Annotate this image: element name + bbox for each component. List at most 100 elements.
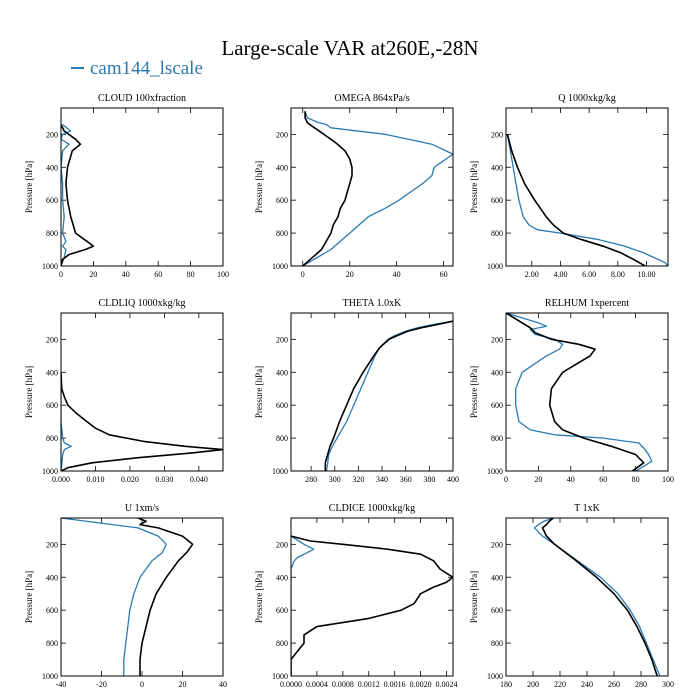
y-tick-label: 600 [46,401,58,410]
y-tick-label: 200 [491,130,503,139]
y-tick-label: 400 [491,368,503,377]
y-axis-label: Pressure [hPa] [24,571,34,623]
y-tick-label: 800 [276,229,288,238]
panel-2: Q 1000xkg/kg Pressure [hPa] 200 400 600 800 10… [469,93,669,279]
x-tick-label: 40 [567,475,575,484]
panel-title: CLDLIQ 1000xkg/kg [99,298,186,309]
x-tick-label: 0.010 [86,475,104,484]
y-axis-label: Pressure [hPa] [254,366,264,418]
x-tick-label: 200 [527,680,539,689]
series-line-1 [324,320,453,471]
x-tick-label: 20 [89,270,97,279]
series-line-1 [291,535,453,676]
y-axis-label: Pressure [hPa] [469,571,479,623]
x-tick-label: 260 [608,680,620,689]
panel-4: THETA 1.0xK Pressure [hPa] 200 400 600 800 100… [254,298,459,484]
x-tick-label: 280 [635,680,647,689]
plot-frame [60,107,224,267]
x-tick-label: 20 [179,680,187,689]
x-tick-label: 20 [534,475,542,484]
y-tick-label: 600 [46,196,58,205]
y-tick-label: 200 [276,130,288,139]
x-tick-label: 60 [599,475,607,484]
legend-swatch [71,66,84,69]
x-tick-label: 20 [346,270,354,279]
x-tick-label: 380 [423,475,435,484]
legend: cam144_lscale [71,58,203,80]
x-tick-label: 280 [305,475,317,484]
panel-title: RELHUM 1xpercent [545,298,629,309]
series-line-0 [325,320,453,471]
x-tick-label: 0 [140,680,144,689]
x-tick-label: 0.0008 [332,680,354,689]
x-tick-label: 40 [122,270,130,279]
figure-title: Large-scale VAR at260E,-28N [221,36,479,60]
y-tick-label: 200 [46,130,58,139]
y-tick-label: 1000 [487,467,503,476]
y-axis-label: Pressure [hPa] [254,571,264,623]
y-axis-label: Pressure [hPa] [24,161,34,213]
y-tick-label: 400 [276,573,288,582]
plot-frame [60,312,224,472]
y-axis-label: Pressure [hPa] [469,161,479,213]
panel-7: CLDICE 1000xkg/kg Pressure [hPa] 200 400 600… [254,503,458,689]
panel-title: CLDICE 1000xkg/kg [329,503,415,514]
x-tick-label: 320 [352,475,364,484]
x-tick-label: 100 [662,475,674,484]
panel-title: T 1xK [574,503,600,514]
y-tick-label: 800 [46,229,58,238]
y-tick-label: 200 [46,335,58,344]
x-tick-label: 0.0024 [436,680,458,689]
y-tick-label: 1000 [272,262,288,271]
panel-3: CLDLIQ 1000xkg/kg Pressure [hPa] 200 400 600… [24,298,224,484]
y-tick-label: 1000 [272,467,288,476]
x-tick-label: 2.00 [525,270,539,279]
x-tick-label: 4.00 [553,270,567,279]
x-tick-label: 180 [500,680,512,689]
y-tick-label: 1000 [42,672,58,681]
y-tick-label: 400 [46,573,58,582]
y-tick-label: 600 [46,606,58,615]
x-tick-label: 240 [581,680,593,689]
y-tick-label: 800 [491,229,503,238]
plot-frame [60,517,224,677]
series-line-0 [61,123,72,266]
series-line-1 [506,313,645,471]
y-tick-label: 800 [276,639,288,648]
x-tick-label: 0 [59,270,63,279]
y-tick-label: 1000 [42,262,58,271]
y-tick-label: 1000 [487,262,503,271]
x-tick-label: 360 [400,475,412,484]
y-axis-label: Pressure [hPa] [254,161,264,213]
series-line-1 [61,124,95,266]
x-tick-label: 60 [154,270,162,279]
y-tick-label: 600 [276,401,288,410]
plot-frame [505,312,669,472]
y-tick-label: 600 [276,196,288,205]
y-tick-label: 600 [491,606,503,615]
series-line-1 [302,111,353,266]
series-line-1 [137,518,194,676]
x-tick-label: 100 [217,270,229,279]
plot-frame [505,107,669,267]
y-tick-label: 600 [491,196,503,205]
series-line-0 [291,535,315,676]
y-tick-label: 800 [491,639,503,648]
series-line-0 [61,518,167,676]
y-tick-label: 600 [276,606,288,615]
y-tick-label: 400 [46,368,58,377]
x-tick-label: 40 [219,680,227,689]
x-tick-label: 80 [632,475,640,484]
y-tick-label: 400 [276,163,288,172]
x-tick-label: 6.00 [582,270,596,279]
x-tick-label: 40 [393,270,401,279]
x-tick-label: 8.00 [611,270,625,279]
plot-frame [290,312,454,472]
x-tick-label: 400 [447,475,459,484]
x-tick-label: 60 [440,270,448,279]
y-tick-label: 200 [276,335,288,344]
x-tick-label: 300 [662,680,674,689]
y-tick-label: 200 [46,540,58,549]
y-tick-label: 1000 [42,467,58,476]
